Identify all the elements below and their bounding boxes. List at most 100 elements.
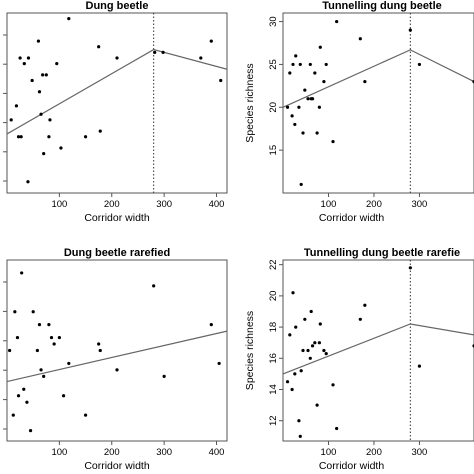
data-point (298, 434, 302, 438)
data-point (417, 364, 422, 368)
data-point (83, 413, 88, 417)
data-point (19, 135, 23, 139)
data-point (48, 118, 52, 122)
data-point (301, 348, 305, 353)
data-point (8, 348, 12, 353)
data-point (322, 79, 326, 84)
data-point (288, 71, 292, 75)
data-point (209, 323, 213, 327)
data-point (308, 356, 312, 360)
fit-line (282, 49, 474, 108)
data-point (42, 374, 46, 378)
data-point (47, 135, 51, 139)
data-point (161, 50, 165, 54)
data-point (9, 118, 13, 122)
data-point (324, 352, 328, 356)
x-tick-label: 100 (51, 199, 67, 210)
panel-title: Tunnelling dung beetle rarefie (304, 247, 460, 259)
data-point (49, 335, 54, 340)
chart-panel-1: Dung beetle 100 200 300 400 Corridor width (3, 0, 228, 224)
x-tick-label: 400 (209, 199, 225, 210)
data-point (16, 135, 21, 139)
x-tick-label: 300 (156, 199, 172, 210)
data-point (152, 284, 156, 288)
data-point (44, 73, 48, 77)
data-point (288, 333, 292, 337)
x-tick-label: 400 (209, 447, 225, 458)
data-point (285, 105, 290, 109)
data-point (22, 62, 26, 66)
data-point (306, 348, 310, 353)
data-point (358, 37, 362, 41)
data-point (83, 135, 88, 139)
data-point (294, 54, 298, 58)
data-point (18, 56, 22, 60)
x-axis-label: Corridor width (319, 460, 385, 472)
y-tick-label: 15 (268, 145, 279, 156)
data-point (39, 368, 43, 372)
x-tick-label: 200 (366, 199, 382, 210)
data-point (162, 374, 166, 378)
data-point (299, 369, 303, 373)
data-point (298, 62, 302, 67)
x-tick-label: 200 (104, 447, 120, 458)
plot-frame (6, 259, 228, 442)
data-point (299, 182, 303, 187)
data-point (13, 310, 17, 314)
x-tick-label: 200 (104, 199, 120, 210)
data-point (209, 39, 213, 43)
y-tick-label: 16 (268, 353, 279, 364)
data-point (41, 73, 45, 77)
panel-title: Dung beetle (86, 0, 149, 12)
data-point (297, 419, 301, 423)
x-tick-label: 300 (411, 447, 427, 458)
data-point (153, 50, 157, 54)
data-point (11, 413, 15, 417)
y-axis-label: Species richness (244, 311, 256, 390)
data-point (219, 78, 223, 83)
data-point (310, 344, 315, 348)
y-tick-label: 30 (268, 16, 279, 27)
plot-frame (282, 259, 474, 442)
data-point (335, 426, 339, 431)
data-point (15, 335, 20, 340)
data-point (293, 122, 297, 127)
data-point (25, 400, 29, 404)
plot-frame (282, 12, 474, 194)
data-point (313, 341, 317, 345)
data-point (14, 104, 19, 108)
data-point (22, 387, 26, 391)
data-point (291, 62, 295, 67)
data-point (199, 56, 203, 60)
data-point (358, 317, 362, 321)
x-tick-label: 100 (321, 447, 337, 458)
chart-panel-3: Dung beetle rarefied 100 200 300 400 Corridor… (3, 247, 228, 472)
data-point (318, 322, 322, 326)
data-point (322, 348, 326, 353)
data-point (309, 309, 313, 314)
x-tick-label: 300 (156, 447, 172, 458)
y-tick-label: 20 (268, 291, 279, 302)
data-point (31, 310, 35, 314)
data-point (16, 394, 21, 398)
data-point (313, 71, 317, 75)
data-point (39, 112, 43, 116)
data-point (115, 56, 119, 60)
y-tick-label: 20 (268, 102, 279, 113)
panel-title: Tunnelling dung beetle (322, 0, 442, 12)
data-point (294, 325, 298, 329)
data-point (47, 323, 51, 327)
chart-panel-4: Tunnelling dung beetle rarefie 100 200 300 1… (244, 247, 474, 472)
data-point (26, 56, 31, 60)
data-point (36, 39, 41, 43)
data-point (291, 291, 295, 295)
data-point (363, 79, 367, 84)
data-point (67, 361, 71, 366)
data-point (297, 105, 301, 109)
data-point (42, 152, 46, 156)
data-point (408, 28, 412, 32)
x-axis-label: Corridor width (319, 212, 385, 224)
y-tick-label: 18 (268, 322, 279, 333)
data-point (61, 394, 66, 398)
data-point (20, 271, 24, 275)
